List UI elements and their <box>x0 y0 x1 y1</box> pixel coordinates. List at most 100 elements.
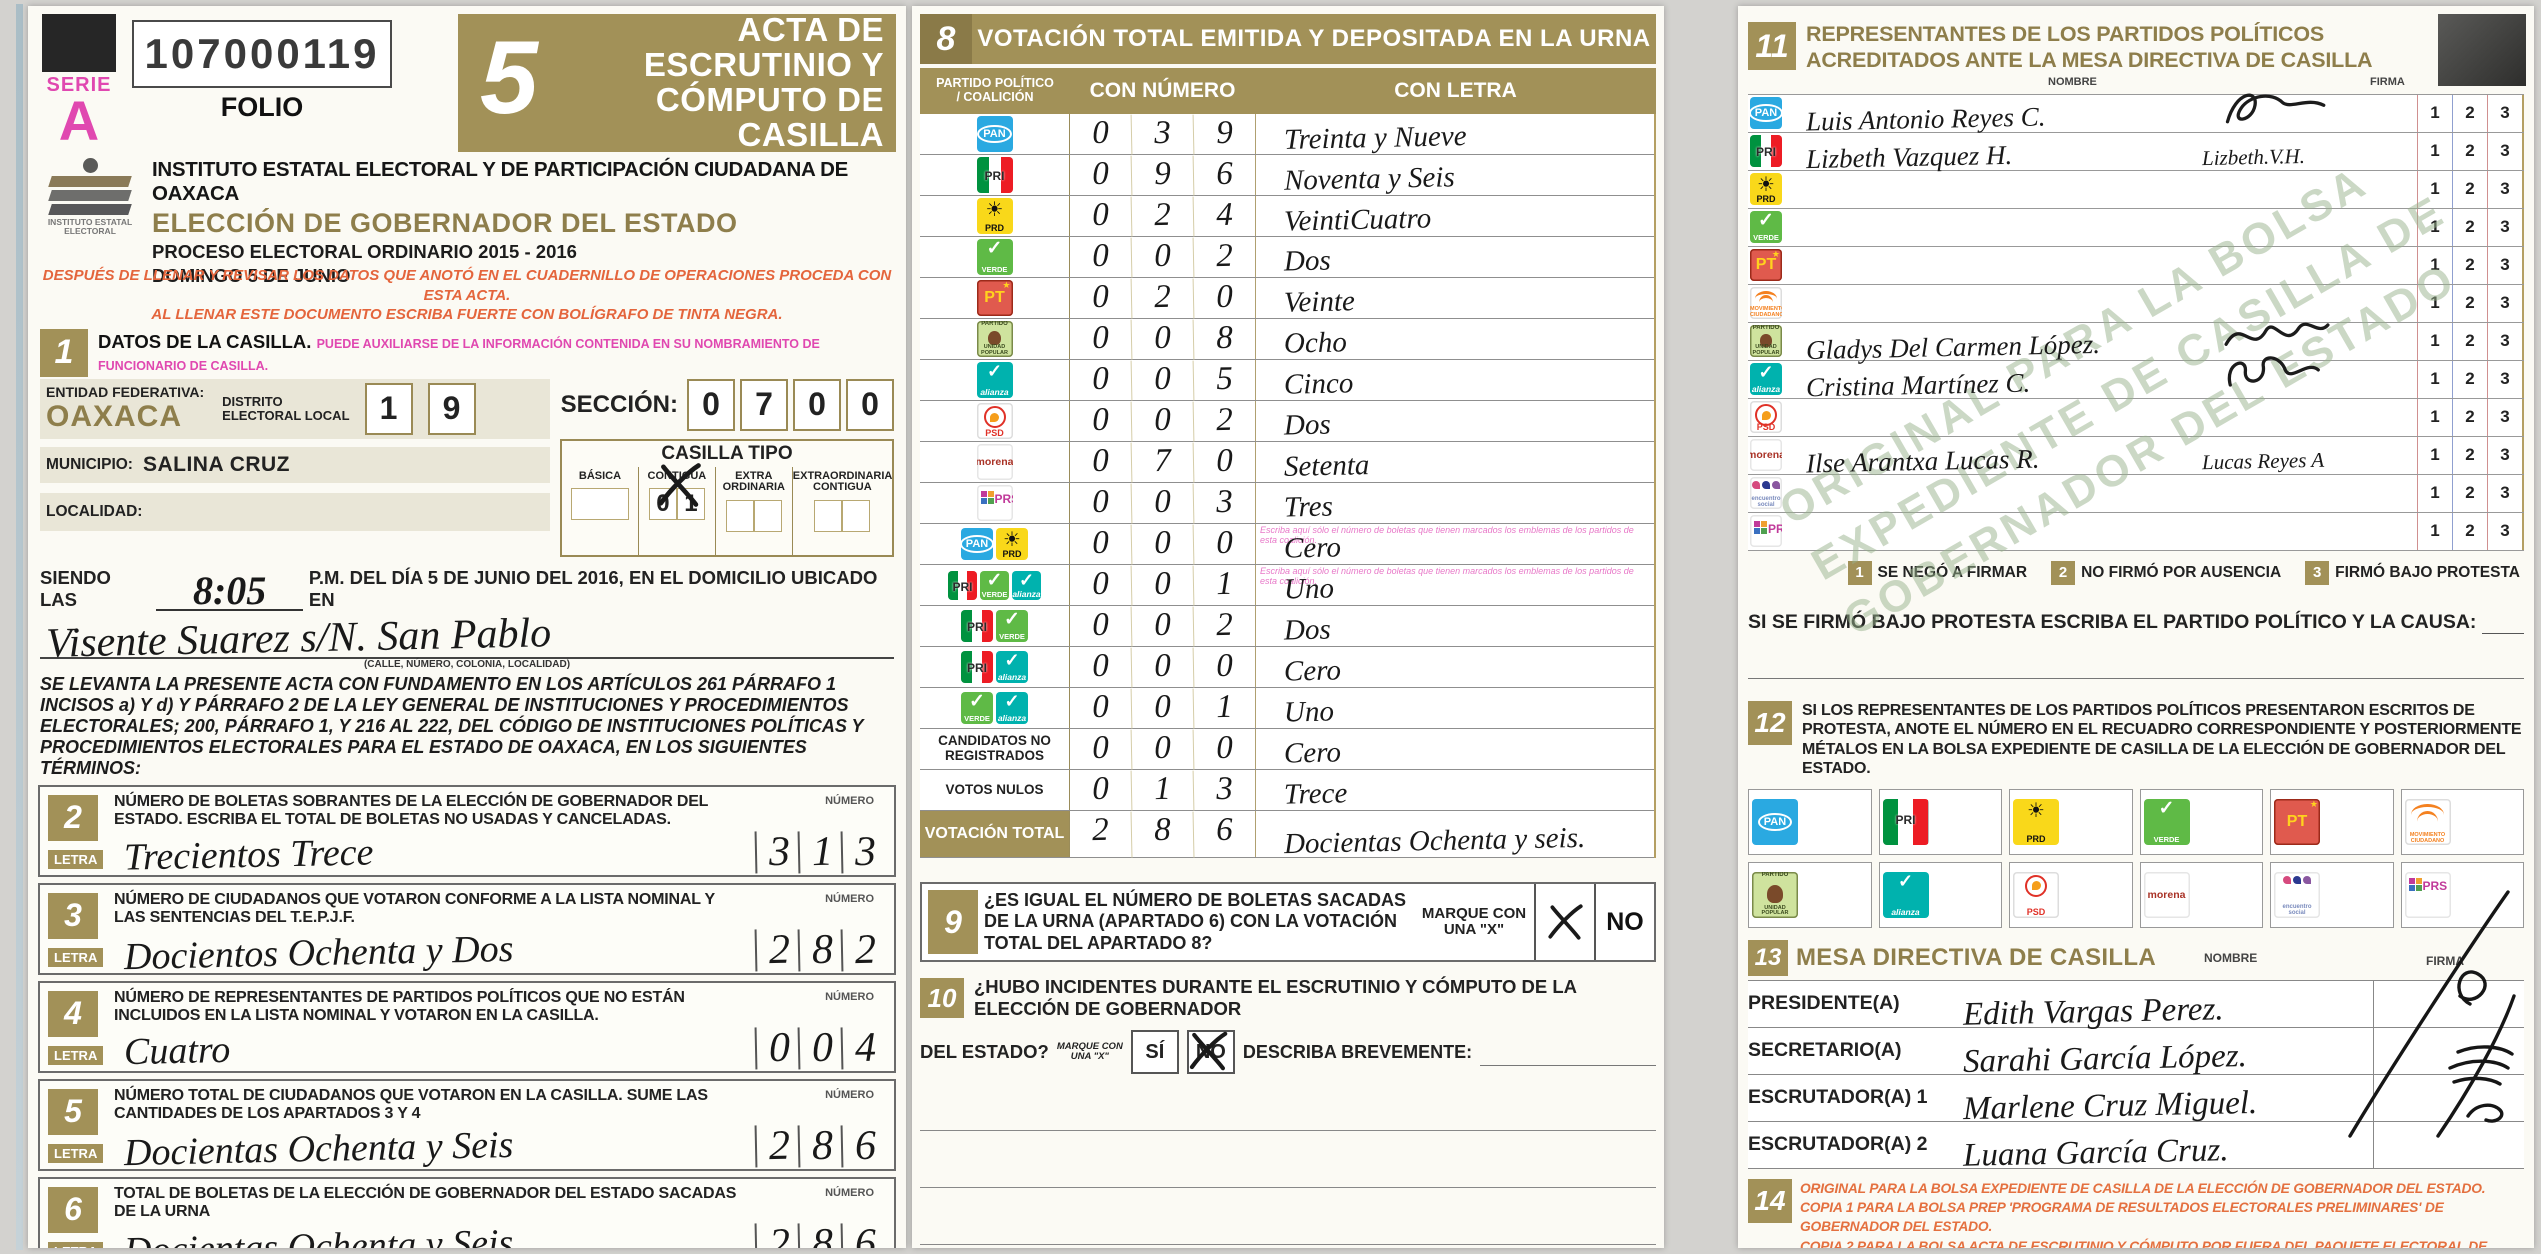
tipo-extra-cell-2 <box>753 499 782 532</box>
handwritten-address: Visente Suarez s/N. San Pablo <box>45 609 552 667</box>
representative-name-cell <box>1798 399 2192 436</box>
serie-block: SERIE A <box>38 14 120 152</box>
copy-distribution-lines: ORIGINAL PARA LA BOLSA EXPEDIENTE DE CAS… <box>1800 1179 2524 1248</box>
psd-logo: PSD <box>976 403 1013 439</box>
status-cell-2: 2 <box>2452 284 2487 322</box>
vote-words-cell: Escriba aquí sólo el número de boletas q… <box>1256 565 1654 606</box>
vote-row-label: CANDIDATOS NO REGISTRADOS <box>938 733 1051 763</box>
section-4-number: 4 <box>48 990 98 1037</box>
section-12-text: SI LOS REPRESENTANTES DE LOS PARTIDOS PO… <box>1802 701 2522 778</box>
process-name: PROCESO ELECTORAL ORDINARIO 2015 - 2016 <box>152 241 577 262</box>
casilla-tipo-label: CASILLA TIPO <box>661 442 793 464</box>
mesa-directiva-rows: PRESIDENTE(A) Edith Vargas Perez. SECRETAR… <box>1748 979 2524 1173</box>
casilla-tipo-box: CASILLA TIPO BÁSICA CONTIGUA <box>560 438 894 557</box>
representative-row: encuentro social 1 2 3 <box>1748 474 2524 513</box>
representative-firma-cell <box>2192 399 2417 436</box>
vote-row: ✓ VERDE ✓ alianza 0 0 1 Uno <box>920 687 1654 729</box>
status-cell-2: 2 <box>2452 132 2487 170</box>
pri-logo: PRI <box>961 610 993 642</box>
representative-name-cell <box>1798 171 2192 208</box>
handwritten-vote-words: Uno <box>1283 572 1335 606</box>
legend-text: FIRMÓ BAJO PROTESTA <box>2335 563 2520 581</box>
vote-words-cell: Dos <box>1256 606 1654 647</box>
representative-firma-cell: Lucas Reyes A <box>2192 437 2417 474</box>
votes-table-header: PARTIDO POLÍTICO / COALICIÓN CON NÚMERO … <box>920 68 1656 114</box>
mesa-row: PRESIDENTE(A) Edith Vargas Perez. <box>1748 980 2524 1032</box>
representative-name-cell: Lizbeth Vazquez H. <box>1798 133 2192 173</box>
protest-box-pup: PARTIDO UNIDAD POPULAR <box>1748 861 1872 928</box>
vote-row-party: morena <box>920 442 1070 482</box>
section-10-describa-label: DESCRIBA BREVEMENTE: <box>1242 1041 1473 1062</box>
left-page: SERIE A 107000119 FOLIO 5 ACTA DE ESCRUT… <box>28 6 906 1248</box>
vote-row-party: PAN <box>920 114 1070 154</box>
signature-scribble <box>2225 93 2326 123</box>
handwritten-representative-name: Cristina Martínez C. <box>1805 367 2031 402</box>
mesa-role-label: ESCRUTADOR(A) 2 <box>1748 1133 1928 1156</box>
representative-firma-cell <box>2192 355 2417 398</box>
representatives-rows: PAN Luis Antonio Reyes C. 1 2 3 PRI Lizbeth Va… <box>1748 93 2524 551</box>
vote-row: VOTOS NULOS 0 1 3 Trece <box>920 769 1654 811</box>
blank-line <box>920 1131 1656 1188</box>
protest-box-pt: ★ PT <box>2270 788 2394 855</box>
mc-logo: MOVIMIENTO CIUDADANO <box>2404 798 2451 845</box>
section-8-number: 8 <box>920 14 972 64</box>
verde-logo: ✓ VERDE <box>996 610 1028 642</box>
vote-row: CANDIDATOS NO REGISTRADOS 0 0 0 Cero <box>920 728 1654 770</box>
vote-words-cell: Dos <box>1256 237 1654 278</box>
status-cell-3: 3 <box>2487 132 2524 170</box>
handwritten-amount-words: Docientas Ochenta y Seis <box>123 1221 514 1248</box>
handwritten-vote-words: Uno <box>1283 695 1335 729</box>
verde-logo: ✓ VERDE <box>980 570 1009 600</box>
vote-row-party: PARTIDO UNIDAD POPULAR <box>920 319 1070 359</box>
ieepco-logo-icon: INSTITUTO ESTATAL ELECTORAL <box>42 156 138 264</box>
handwritten-mesa-name: Sarahi García López. <box>1962 1037 2248 1080</box>
section-2: 2 NÚMERO DE BOLETAS SOBRANTES DE LA ELECC… <box>38 784 896 878</box>
vote-row-party: ✓ VERDE <box>920 237 1070 277</box>
section-4: 4 NÚMERO DE REPRESENTANTES DE PARTIDOS PO… <box>38 980 896 1073</box>
col-con-numero-label: CON NÚMERO <box>1089 79 1236 102</box>
vote-words-cell: Setenta <box>1256 442 1654 483</box>
representative-row: ★ PT 1 2 3 <box>1748 246 2524 285</box>
tipo-basica-label: BÁSICA <box>578 469 622 482</box>
section-10-no-box: NO <box>1186 1030 1235 1074</box>
votes-table-rows: PAN 0 3 9 Treinta y Nueve PRI 0 9 6 Noventa y Sei… <box>920 113 1656 860</box>
status-cell-3: 3 <box>2487 512 2524 550</box>
status-cell-3: 3 <box>2487 322 2524 360</box>
pan-logo: PAN <box>1750 97 1782 130</box>
mesa-firma-cell <box>2373 1074 2524 1121</box>
status-cell-2: 2 <box>2452 170 2487 208</box>
pup-logo: PARTIDO UNIDAD POPULAR <box>976 321 1013 357</box>
pri-logo: PRI <box>1882 798 1929 845</box>
letra-label: LETRA <box>48 947 104 967</box>
siendo-pre: SIENDO LAS <box>40 566 111 610</box>
alianza-logo: ✓ alianza <box>1750 363 1782 396</box>
status-cell-2: 2 <box>2452 360 2487 398</box>
legend-number: 2 <box>2051 560 2076 585</box>
status-cell-2: 2 <box>2452 398 2487 436</box>
vote-words-cell: Cinco <box>1256 360 1654 400</box>
form-title: ACTA DE ESCRUTINIO Y CÓMPUTO DE CASILLA <box>544 12 896 153</box>
representative-firma-cell: Lizbeth.V.H. <box>2192 133 2417 170</box>
vote-words-cell: Cero <box>1256 647 1654 687</box>
vote-row: PRI 0 9 6 Noventa y Seis <box>920 154 1654 197</box>
municipio-label: MUNICIPIO: <box>46 455 133 473</box>
representative-name-cell <box>1798 513 2192 550</box>
x-mark <box>1548 904 1583 940</box>
representative-party: PRS <box>1748 513 1798 550</box>
signature-scribble <box>2224 322 2330 346</box>
mesa-name-cell: Edith Vargas Perez. <box>1953 981 2373 1032</box>
vote-row: PRI ✓ VERDE ✓ alianza 0 0 1 Escriba aquí sólo el… <box>920 564 1654 606</box>
folio-label: FOLIO <box>220 92 304 122</box>
handwritten-mesa-name: Luana García Cruz. <box>1962 1131 2229 1174</box>
handwritten-amount-words: Docientas Ochenta y Seis <box>123 1123 514 1174</box>
legend-item: 3 FIRMÓ BAJO PROTESTA <box>2305 560 2520 585</box>
vote-row: PAN ☀ PRD 0 0 0 Escriba aquí sólo el número de… <box>920 523 1654 565</box>
section-9-marque: MARQUE CON UNA "X" <box>1421 904 1527 938</box>
representative-party: PAN <box>1748 95 1798 132</box>
vote-row-party: VOTOS NULOS <box>920 770 1070 810</box>
prd-logo: ☀ PRD <box>976 198 1013 234</box>
pt-logo: ★ PT <box>2274 798 2320 845</box>
count-sections: 2 NÚMERO DE BOLETAS SOBRANTES DE LA ELECC… <box>38 784 896 1248</box>
